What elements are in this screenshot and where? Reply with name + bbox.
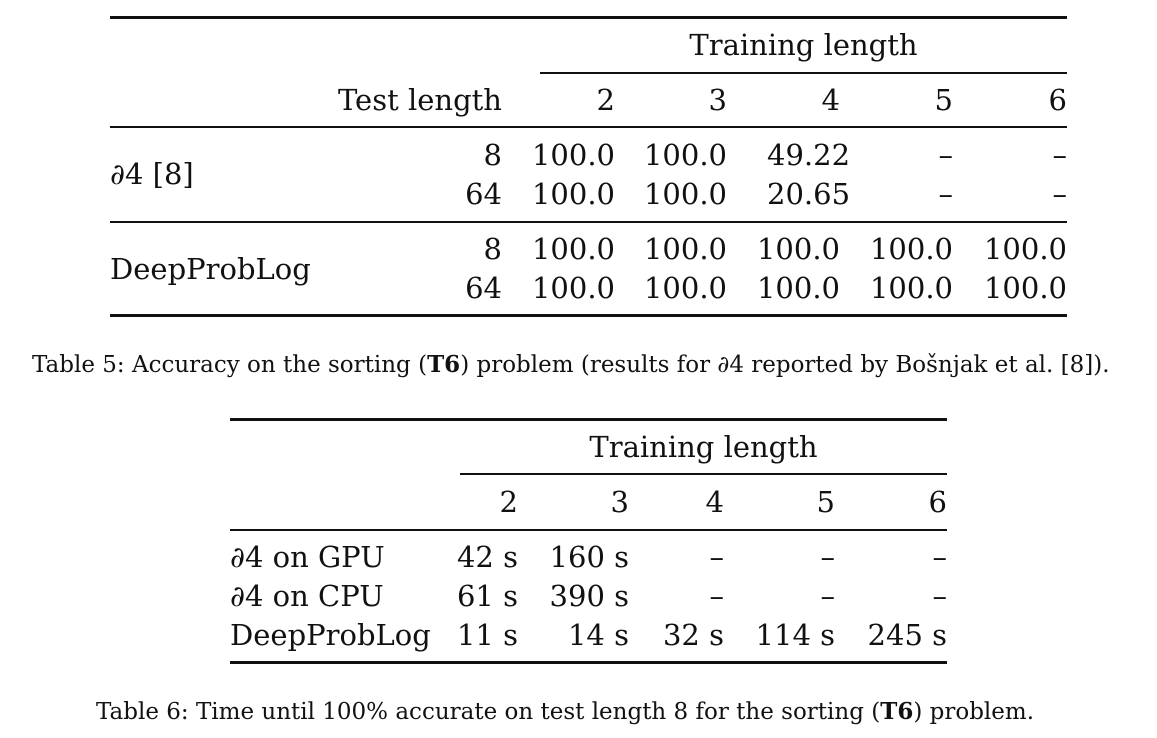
table6-cell: 61 s [456,579,518,613]
table5-test-length: 8 [483,138,502,172]
table5-training-length-header: Training length [689,28,918,62]
table6-caption-prefix: Table 6: Time until 100% accurate on tes… [96,699,881,725]
table6-cell: – [932,540,948,574]
table5-cell: 100.0 [983,271,1067,305]
table6-col-header: 2 [499,485,518,519]
table5-cell: – [1052,138,1068,172]
table5-col-header: 2 [596,83,615,117]
table5-col-header: 4 [821,83,840,117]
table6-method-label: DeepProbLog [230,618,431,652]
table5-mid-rule [110,126,1067,128]
table6-method-label: ∂4 on GPU [230,540,385,574]
table6-cell: – [820,579,836,613]
table5-col-header: 3 [708,83,727,117]
table5-caption-prefix: Table 5: Accuracy on the sorting ( [32,352,428,378]
table5-cell: 49.22 [767,138,851,172]
table5-cell: 20.65 [767,177,851,211]
table5-cell: 100.0 [869,232,953,266]
table5-cell: 100.0 [531,271,615,305]
table5-cell: 100.0 [869,271,953,305]
table5-caption-suffix: ) problem (results for ∂4 reported by Bo… [460,352,1110,378]
table5-cell: 100.0 [531,232,615,266]
table6-mid-rule [230,529,947,531]
table6-cell: – [820,540,836,574]
table6-cell: – [932,579,948,613]
table6-cell: 11 s [456,618,518,652]
table5-cell: – [1052,177,1068,211]
table6-cell: 32 s [662,618,724,652]
table6-training-length-header: Training length [589,430,818,464]
table5-cell: – [938,138,954,172]
table6-caption-bold: T6 [880,698,914,725]
table5-cell: 100.0 [983,232,1067,266]
table5-cell: 100.0 [643,138,727,172]
table5-cell: 100.0 [643,271,727,305]
table5-cell: – [938,177,954,211]
table5-cell: 100.0 [756,271,840,305]
table5-col-header: 5 [934,83,953,117]
table6-method-label: ∂4 on CPU [230,579,384,613]
table6-col-header: 3 [610,485,629,519]
table5-test-length-header: Test length [337,83,502,117]
table5-cmidrule [540,72,1067,74]
table6-cell: 160 s [549,540,629,574]
table5-top-rule [110,16,1067,19]
table5-cell: 100.0 [531,177,615,211]
table6-cmidrule [460,473,947,475]
table5-group-rule [110,221,1067,223]
table5-test-length: 64 [465,177,502,211]
table5-cell: 100.0 [643,232,727,266]
table6-cell: 14 s [567,618,629,652]
table6-col-header: 6 [928,485,947,519]
table6-bottom-rule [230,661,947,664]
table6-cell: – [709,540,725,574]
table5-bottom-rule [110,314,1067,317]
table5-cell: 100.0 [531,138,615,172]
table5-test-length: 64 [465,271,502,305]
table6-cell: 390 s [549,579,629,613]
table5-cell: 100.0 [643,177,727,211]
table5-method-label: DeepProbLog [110,252,311,286]
table6-col-header: 5 [816,485,835,519]
table6-cell: – [709,579,725,613]
table5-caption: Table 5: Accuracy on the sorting (T6) pr… [32,351,1110,379]
table6-cell: 42 s [456,540,518,574]
table5-caption-bold: T6 [427,351,461,378]
table5-col-header: 6 [1048,83,1067,117]
table6-caption: Table 6: Time until 100% accurate on tes… [96,698,1034,726]
table6-caption-suffix: ) problem. [913,699,1035,725]
table6-top-rule [230,418,947,421]
table6-cell: 114 s [755,618,835,652]
table5-cell: 100.0 [756,232,840,266]
table5-test-length: 8 [483,232,502,266]
table5-method-label: ∂4 [8] [110,157,194,191]
table6-cell: 245 s [867,618,947,652]
table6-col-header: 4 [705,485,724,519]
